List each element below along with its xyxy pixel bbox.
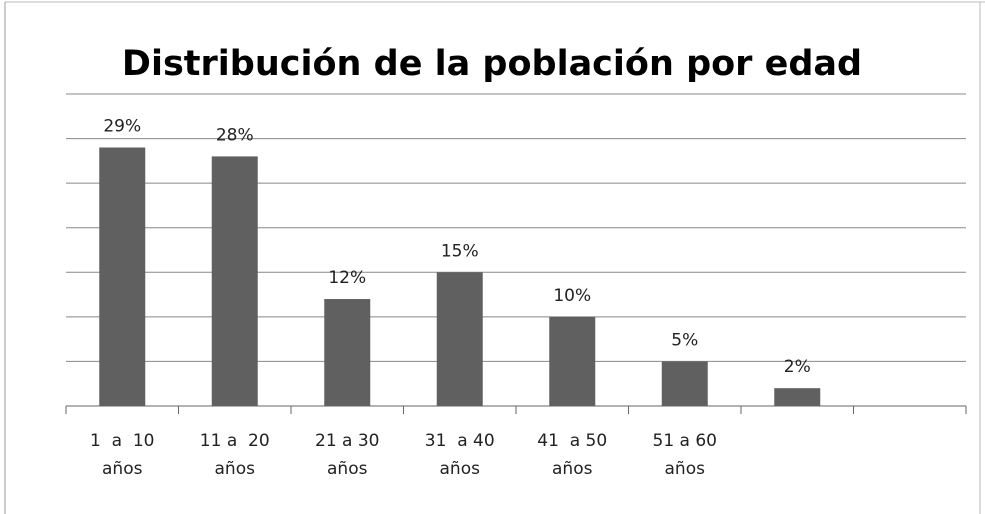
data-label: 5% — [671, 330, 698, 350]
bar — [99, 147, 146, 406]
data-label: 12% — [328, 268, 366, 288]
data-label: 15% — [441, 241, 479, 261]
data-label: 2% — [784, 357, 811, 377]
x-tick-label: 1 a 10 años — [90, 431, 154, 479]
bar — [324, 299, 371, 406]
x-tick-label: 21 a 30 años — [315, 431, 380, 479]
bar — [436, 272, 483, 406]
chart-title: Distribución de la población por edad — [122, 44, 862, 84]
data-label: 29% — [103, 116, 141, 136]
x-tick-label: 51 a 60 años — [653, 431, 718, 479]
bar — [549, 316, 596, 406]
data-label: 10% — [553, 286, 591, 306]
bar — [774, 388, 821, 406]
bar — [211, 156, 258, 406]
x-tick-label: 41 a 50 años — [537, 431, 607, 479]
data-label: 28% — [216, 125, 254, 145]
x-tick-label: 31 a 40 años — [425, 431, 495, 479]
x-tick-label: 11 a 20 años — [200, 431, 270, 479]
bar — [661, 361, 708, 406]
